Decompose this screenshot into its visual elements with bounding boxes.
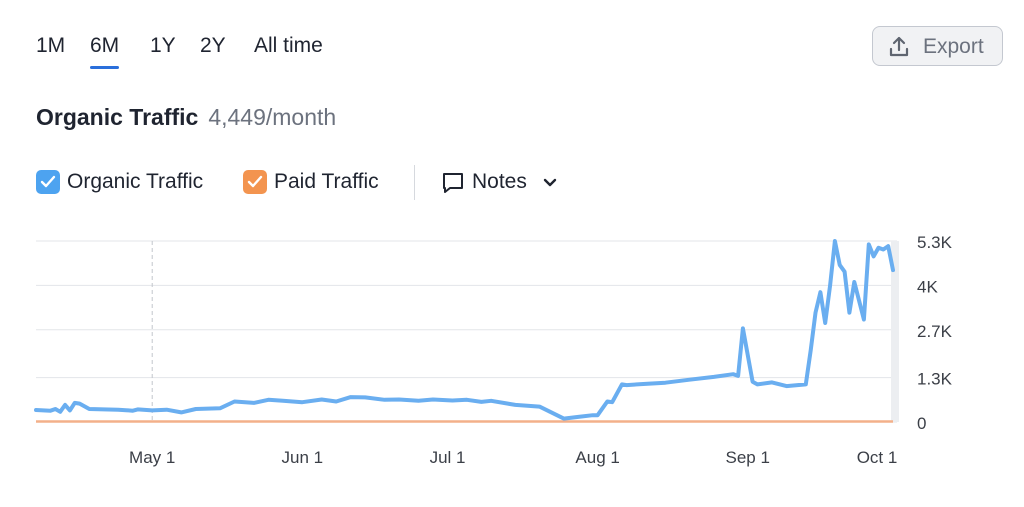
- summary-title: Organic Traffic: [36, 104, 199, 130]
- organic-checkbox[interactable]: [36, 170, 60, 194]
- export-button[interactable]: Export: [872, 26, 1003, 66]
- x-tick-label: Jul 1: [430, 448, 466, 467]
- legend-paid-traffic[interactable]: Paid Traffic: [243, 168, 403, 196]
- comment-icon: [443, 173, 463, 193]
- tab-1y[interactable]: 1Y: [150, 34, 176, 57]
- x-tick-label: Jun 1: [282, 448, 324, 467]
- y-tick-label: 4K: [917, 277, 938, 296]
- x-tick-label: Aug 1: [575, 448, 619, 467]
- tab-1m[interactable]: 1M: [36, 34, 66, 57]
- legend-paid-label: Paid Traffic: [274, 170, 379, 193]
- range-end-band: [891, 241, 899, 422]
- checkmark-icon: [247, 175, 263, 188]
- y-tick-label: 0: [917, 414, 926, 433]
- legend-divider: [414, 165, 415, 200]
- summary-value: 4,449/month: [208, 104, 337, 130]
- checkmark-icon: [40, 175, 56, 188]
- tab-2y[interactable]: 2Y: [200, 34, 226, 57]
- y-tick-label: 2.7K: [917, 322, 953, 341]
- x-tick-label: Sep 1: [726, 448, 770, 467]
- y-tick-label: 1.3K: [917, 370, 953, 389]
- export-label: Export: [923, 35, 984, 58]
- x-tick-label: May 1: [129, 448, 175, 467]
- legend-organic-label: Organic Traffic: [67, 170, 204, 193]
- legend-organic-traffic[interactable]: Organic Traffic: [36, 168, 226, 196]
- tab-all-time[interactable]: All time: [254, 34, 323, 57]
- organic-traffic-line: [34, 239, 895, 421]
- tab-6m[interactable]: 6M: [90, 34, 120, 69]
- traffic-summary: Organic Traffic 4,449/month: [36, 104, 336, 131]
- organic-traffic-chart: 5.3K 4K 2.7K 1.3K 0 May 1 Jun 1 Jul 1 Aug 1 Sep …: [34, 233, 953, 467]
- notes-label: Notes: [472, 170, 527, 193]
- notes-dropdown[interactable]: Notes: [441, 168, 571, 198]
- chevron-down-icon: [543, 178, 557, 187]
- upload-icon: [889, 36, 909, 57]
- x-tick-label: Oct 1: [857, 448, 898, 467]
- paid-checkbox[interactable]: [243, 170, 267, 194]
- y-tick-label: 5.3K: [917, 233, 953, 252]
